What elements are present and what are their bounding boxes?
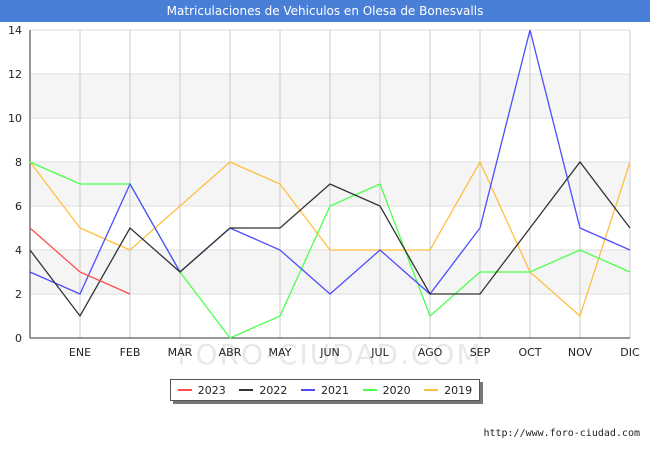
x-tick-label: SEP xyxy=(470,346,491,359)
legend-label: 2023 xyxy=(197,383,226,397)
y-tick-label: 12 xyxy=(8,68,22,81)
x-tick-label: MAR xyxy=(168,346,193,359)
series-line-2021 xyxy=(29,29,631,295)
x-tick-label: ABR xyxy=(219,346,242,359)
x-tick-label: OCT xyxy=(518,346,541,359)
series-line-2023 xyxy=(29,227,131,295)
series-line-2022 xyxy=(29,160,631,318)
y-tick-label: 2 xyxy=(15,288,22,301)
legend: 2023 2022 2021 2020 2019 xyxy=(170,379,480,401)
y-tick-label: 6 xyxy=(15,200,22,213)
line-chart: FORO-CIUDAD.COM 0 2 4 6 8 10 12 14 ENE FEB MAR ABR… xyxy=(8,24,640,371)
y-tick-label: 8 xyxy=(15,156,22,169)
legend-label: 2019 xyxy=(444,383,473,397)
x-axis: ENE FEB MAR ABR MAY JUN JUL AGO SEP OCT NOV DIC xyxy=(69,346,640,359)
legend-label: 2021 xyxy=(320,383,349,397)
chart-title: Matriculaciones de Vehiculos en Olesa de… xyxy=(0,0,650,22)
legend-swatch xyxy=(177,389,192,391)
legend-item-2020: 2020 xyxy=(362,383,411,397)
legend-item-2021: 2021 xyxy=(300,383,349,397)
legend-label: 2022 xyxy=(259,383,288,397)
x-tick-label: DIC xyxy=(620,346,640,359)
y-axis: 0 2 4 6 8 10 12 14 xyxy=(8,24,22,345)
legend-swatch xyxy=(424,389,439,391)
x-tick-label: JUN xyxy=(319,346,340,359)
legend-swatch xyxy=(239,389,254,391)
x-tick-label: NOV xyxy=(568,346,593,359)
source-url: http://www.foro-ciudad.com xyxy=(483,428,640,439)
series-lines xyxy=(29,29,631,339)
x-tick-label: AGO xyxy=(418,346,443,359)
x-tick-label: ENE xyxy=(69,346,91,359)
x-tick-label: MAY xyxy=(269,346,292,359)
x-tick-label: FEB xyxy=(120,346,141,359)
legend-swatch xyxy=(362,389,377,391)
legend-label: 2020 xyxy=(382,383,411,397)
y-tick-label: 14 xyxy=(8,24,22,37)
legend-item-2022: 2022 xyxy=(239,384,287,397)
legend-item-2019: 2019 xyxy=(424,384,472,397)
x-tick-label: JUL xyxy=(370,346,389,359)
y-tick-label: 10 xyxy=(8,112,22,125)
legend-swatch xyxy=(300,389,315,391)
watermark: FORO-CIUDAD.COM xyxy=(177,338,482,371)
y-tick-label: 4 xyxy=(15,244,22,257)
y-tick-label: 0 xyxy=(15,332,22,345)
legend-item-2023: 2023 xyxy=(177,383,226,397)
